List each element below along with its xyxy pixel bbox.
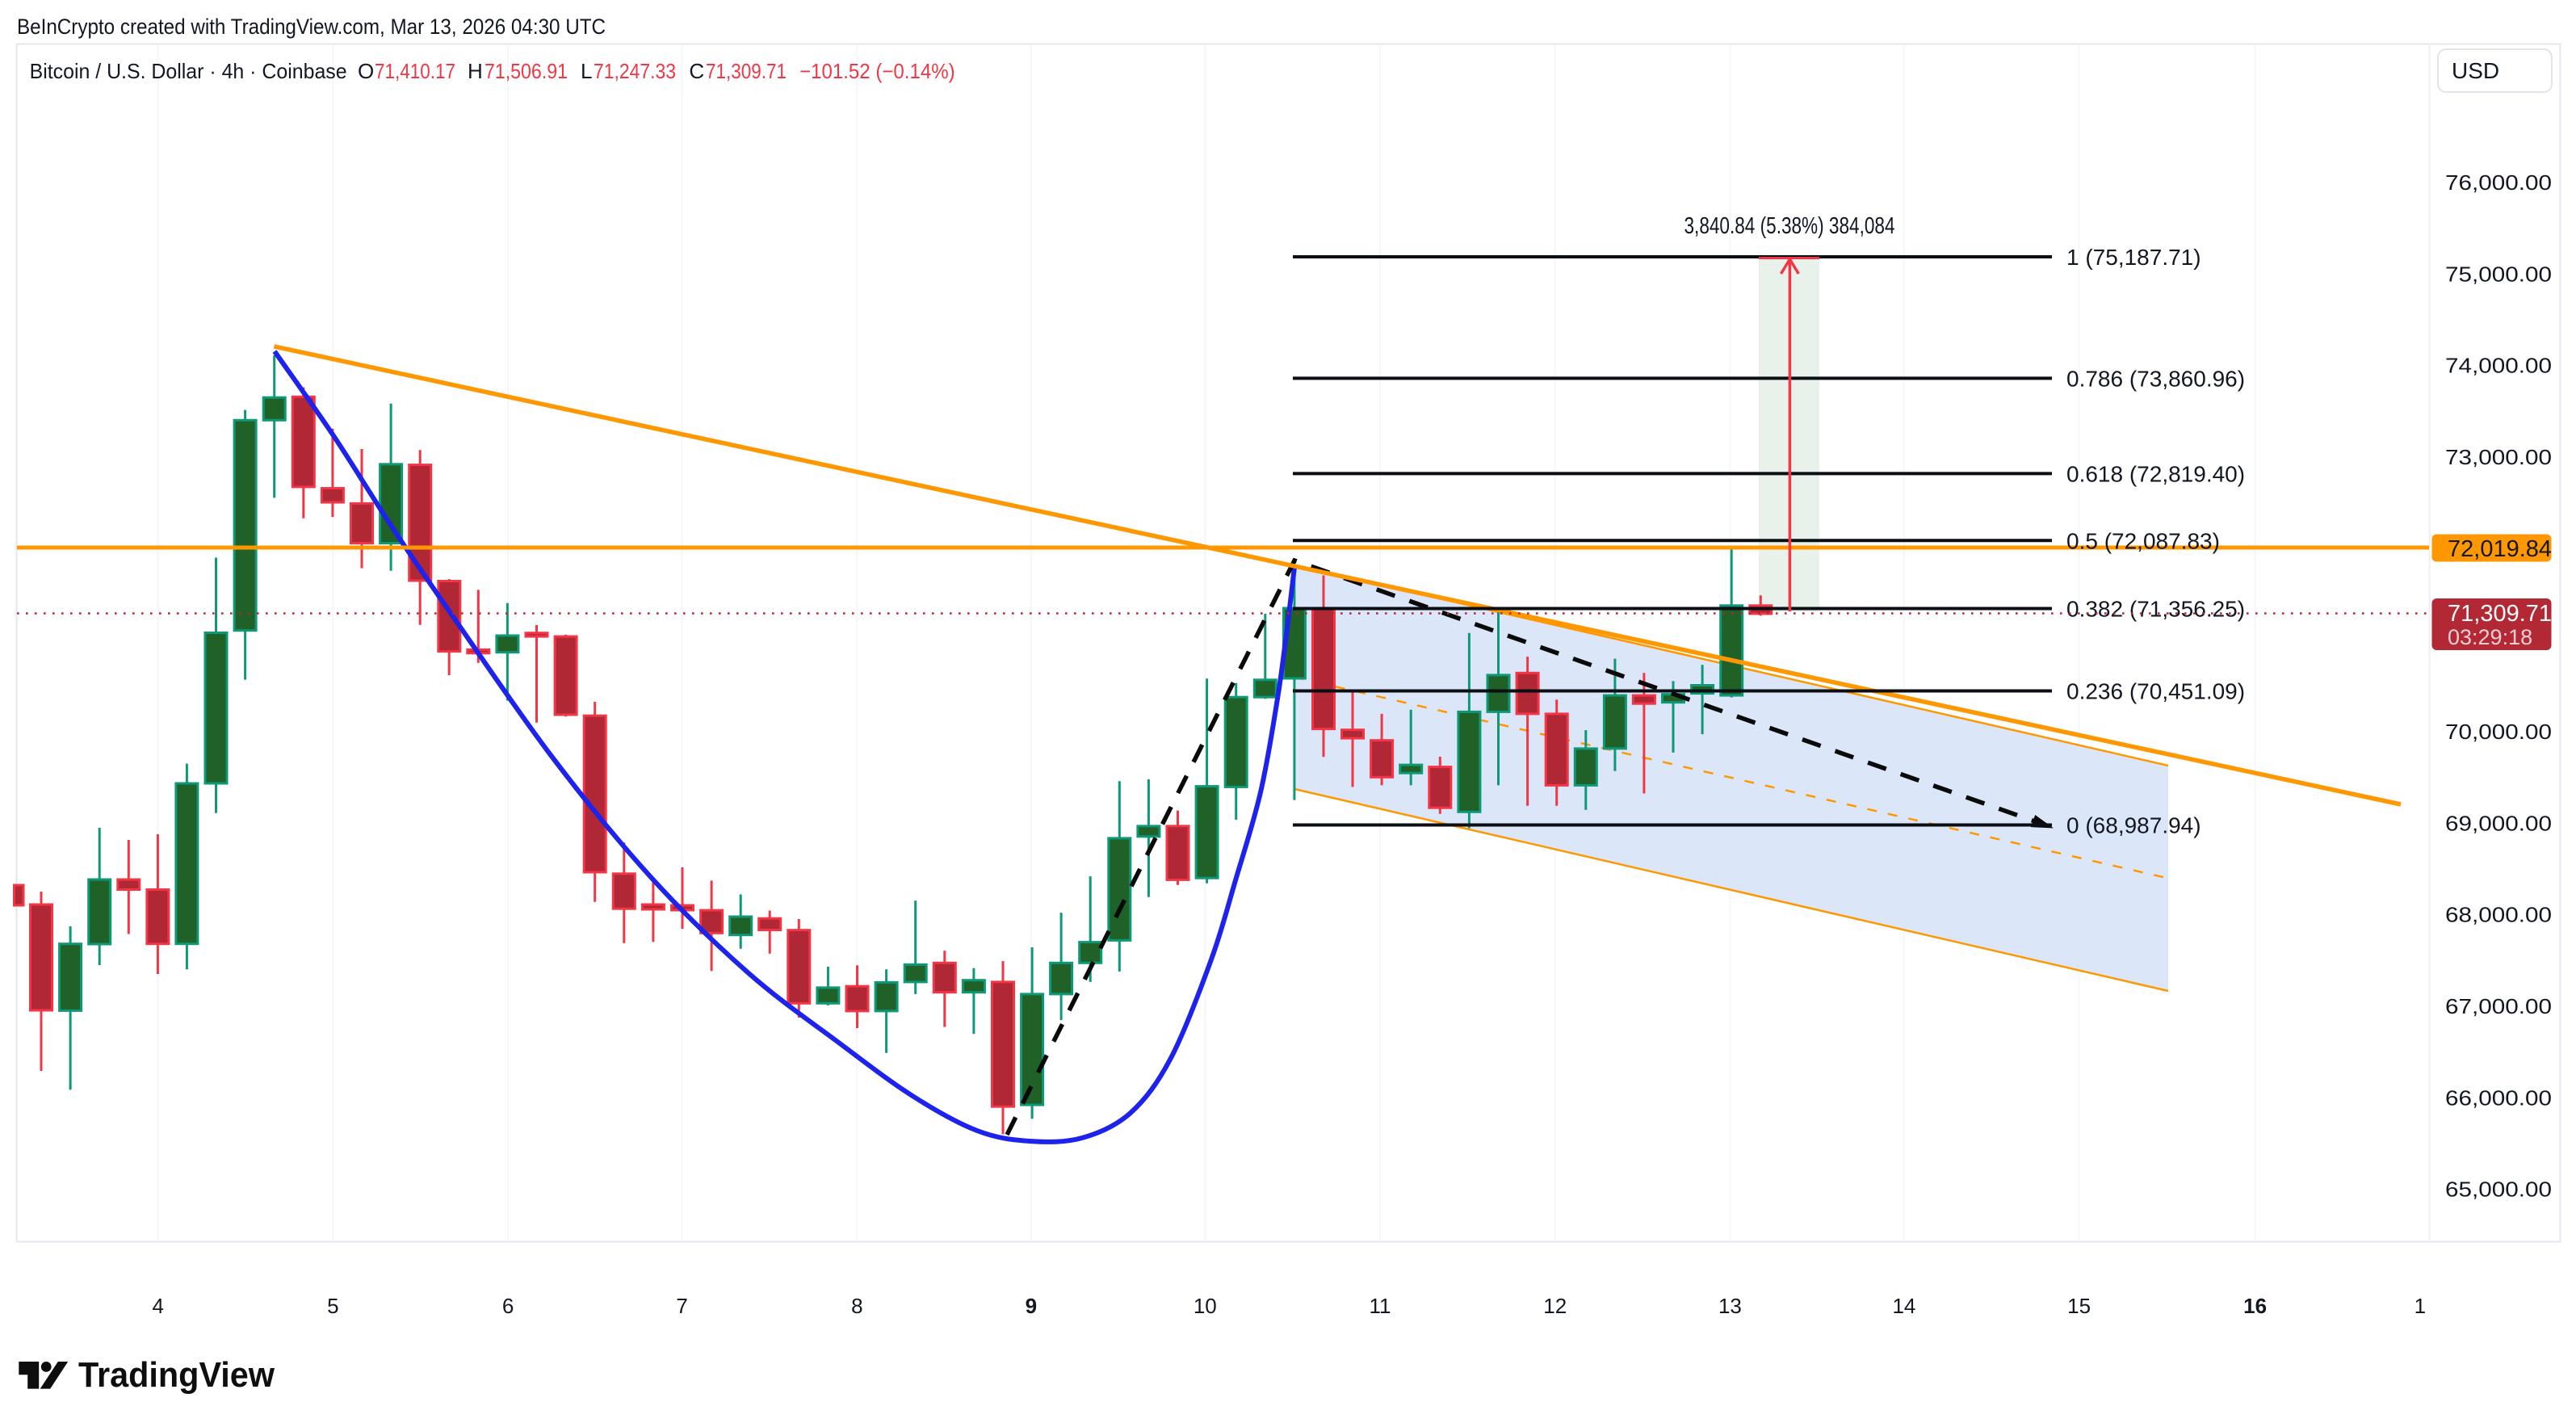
svg-text:75,000.00: 75,000.00	[2445, 262, 2552, 286]
svg-text:12: 12	[1543, 1294, 1567, 1318]
svg-text:5: 5	[327, 1294, 338, 1318]
svg-text:0.236 (70,451.09): 0.236 (70,451.09)	[2066, 679, 2245, 704]
svg-text:9: 9	[1026, 1294, 1037, 1318]
svg-text:0.5 (72,087.83): 0.5 (72,087.83)	[2066, 528, 2220, 553]
svg-text:71,309.71: 71,309.71	[706, 59, 787, 83]
svg-text:7: 7	[676, 1294, 687, 1318]
svg-text:1: 1	[2414, 1294, 2426, 1318]
svg-text:76,000.00: 76,000.00	[2445, 170, 2552, 195]
svg-text:65,000.00: 65,000.00	[2445, 1177, 2552, 1202]
svg-text:4: 4	[152, 1294, 163, 1318]
svg-text:14: 14	[1892, 1294, 1915, 1318]
svg-text:74,000.00: 74,000.00	[2445, 354, 2552, 378]
svg-text:1 (75,187.71): 1 (75,187.71)	[2066, 245, 2201, 270]
svg-text:11: 11	[1370, 1294, 1391, 1318]
svg-text:71,309.71: 71,309.71	[2448, 601, 2552, 627]
svg-text:10: 10	[1194, 1294, 1217, 1318]
svg-text:3,840.84 (5.38%) 384,084: 3,840.84 (5.38%) 384,084	[1684, 213, 1895, 239]
svg-text:6: 6	[502, 1294, 514, 1318]
svg-text:BeInCrypto created with Tradin: BeInCrypto created with TradingView.com,…	[17, 15, 606, 39]
svg-text:03:29:18: 03:29:18	[2448, 625, 2532, 649]
svg-text:71,410.17: 71,410.17	[375, 59, 455, 83]
svg-text:71,506.91: 71,506.91	[485, 59, 568, 83]
svg-text:L: L	[581, 59, 592, 83]
svg-text:O: O	[358, 59, 374, 83]
svg-text:0.618 (72,819.40): 0.618 (72,819.40)	[2066, 461, 2245, 486]
svg-text:0.382 (71,356.25): 0.382 (71,356.25)	[2066, 597, 2245, 622]
svg-text:15: 15	[2067, 1294, 2091, 1318]
svg-text:16: 16	[2243, 1294, 2267, 1318]
svg-text:13: 13	[1718, 1294, 1742, 1318]
svg-text:70,000.00: 70,000.00	[2445, 720, 2552, 744]
svg-text:68,000.00: 68,000.00	[2445, 903, 2552, 927]
svg-text:0.786 (73,860.96): 0.786 (73,860.96)	[2066, 366, 2245, 391]
svg-text:H: H	[468, 59, 483, 83]
svg-text:66,000.00: 66,000.00	[2445, 1085, 2552, 1110]
svg-text:71,247.33: 71,247.33	[594, 59, 676, 83]
svg-text:0 (68,987.94): 0 (68,987.94)	[2066, 813, 2201, 838]
svg-text:Bitcoin / U.S. Dollar · 4h · C: Bitcoin / U.S. Dollar · 4h · Coinbase	[30, 59, 347, 83]
svg-text:67,000.00: 67,000.00	[2445, 994, 2552, 1018]
svg-text:TradingView: TradingView	[78, 1355, 275, 1395]
svg-text:USD: USD	[2452, 58, 2499, 83]
svg-text:8: 8	[851, 1294, 862, 1318]
svg-text:69,000.00: 69,000.00	[2445, 811, 2552, 835]
svg-text:C: C	[689, 59, 704, 83]
svg-text:73,000.00: 73,000.00	[2445, 445, 2552, 469]
svg-text:−101.52 (−0.14%): −101.52 (−0.14%)	[799, 59, 955, 83]
svg-text:72,019.84: 72,019.84	[2448, 536, 2552, 562]
